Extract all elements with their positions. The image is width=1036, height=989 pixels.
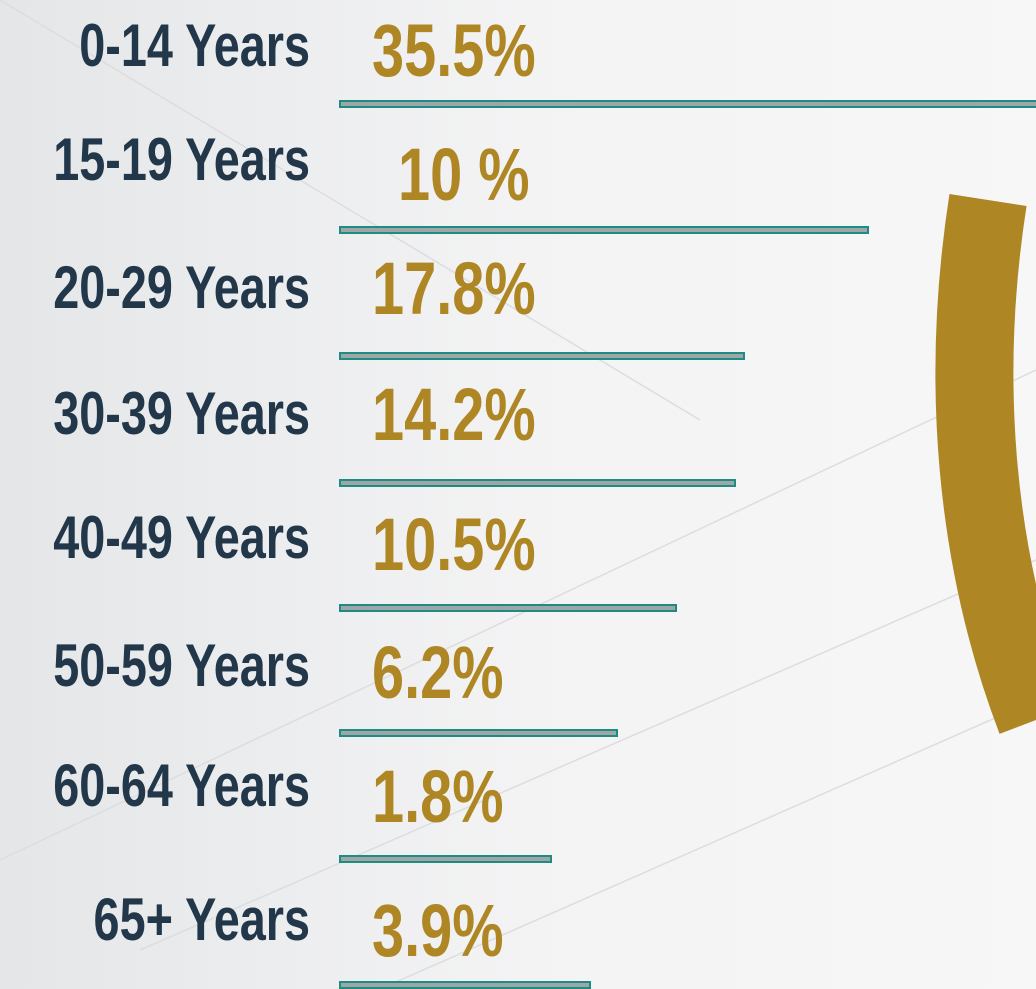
value-group: 14.2% — [372, 374, 536, 457]
row: 15-19 Years 10 % — [53, 126, 869, 234]
row: 60-64 Years 1.8% — [53, 752, 552, 863]
row: 40-49 Years 10.5% — [53, 504, 677, 612]
percent-value: 10 % — [398, 134, 530, 217]
value-group: 3.9% — [372, 890, 504, 973]
percent-value: 6.2% — [372, 632, 504, 715]
row: 20-29 Years 17.8% — [53, 248, 745, 360]
value-group: 10 % — [398, 134, 530, 217]
bar — [339, 226, 869, 234]
label-group: 60-64 Years — [53, 752, 310, 819]
value-group: 17.8% — [372, 248, 536, 331]
row: 30-39 Years 14.2% — [53, 374, 736, 487]
percent-value: 17.8% — [372, 248, 536, 331]
decorative-arc — [935, 194, 1036, 734]
value-group: 6.2% — [372, 632, 504, 715]
percent-value: 14.2% — [372, 374, 536, 457]
label-group: 40-49 Years — [53, 504, 310, 571]
age-label: 65+ Years — [94, 886, 310, 953]
value-group: 35.5% — [372, 10, 536, 93]
age-label: 60-64 Years — [53, 752, 310, 819]
percent-value: 10.5% — [372, 504, 536, 587]
age-label: 15-19 Years — [53, 126, 310, 193]
label-group: 20-29 Years — [53, 254, 310, 321]
label-group: 65+ Years — [94, 886, 310, 953]
rows: 0-14 Years 35.5% 15-19 Years 10 % 20-29 Year… — [53, 10, 1036, 989]
percent-value: 35.5% — [372, 10, 536, 93]
age-label: 40-49 Years — [53, 504, 310, 571]
bar — [339, 855, 552, 863]
label-group: 30-39 Years — [53, 380, 310, 447]
age-label: 0-14 Years — [79, 12, 310, 79]
age-label: 50-59 Years — [53, 632, 310, 699]
percent-value: 1.8% — [372, 756, 504, 839]
bar — [339, 729, 618, 737]
bar — [339, 352, 745, 360]
percent-value: 3.9% — [372, 890, 504, 973]
age-label: 20-29 Years — [53, 254, 310, 321]
bar — [339, 981, 591, 989]
row: 65+ Years 3.9% — [94, 886, 591, 989]
label-group: 50-59 Years — [53, 632, 310, 699]
row: 50-59 Years 6.2% — [53, 632, 618, 737]
bar — [339, 604, 677, 612]
age-label: 30-39 Years — [53, 380, 310, 447]
label-group: 0-14 Years — [79, 12, 310, 79]
bar — [339, 100, 1036, 108]
label-group: 15-19 Years — [53, 126, 310, 193]
value-group: 10.5% — [372, 504, 536, 587]
bar — [339, 479, 736, 487]
row: 0-14 Years 35.5% — [79, 10, 1036, 108]
value-group: 1.8% — [372, 756, 504, 839]
